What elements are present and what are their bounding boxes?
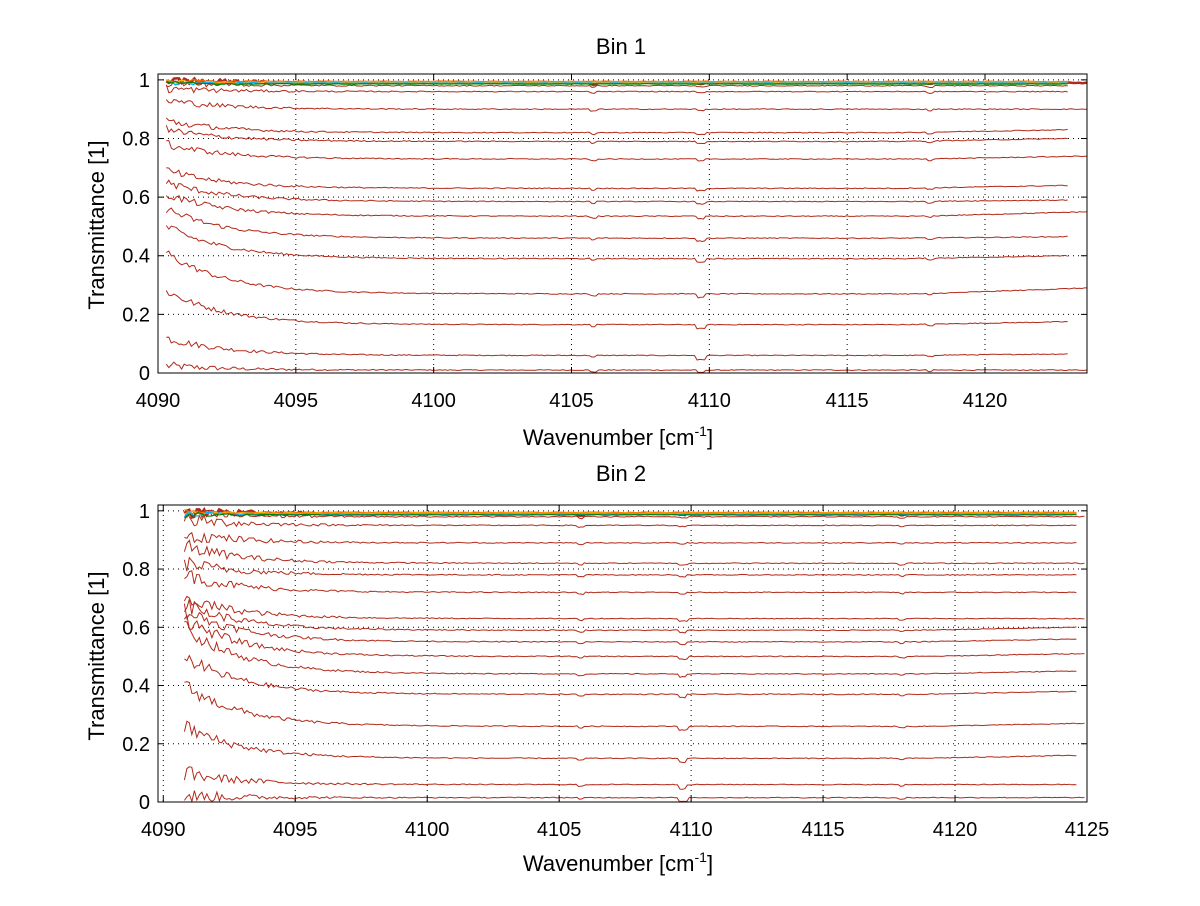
y-tick-label: 0.4: [122, 676, 150, 698]
series-line: [165, 195, 1088, 220]
series-line: [184, 654, 1077, 699]
series-line: [183, 599, 1077, 634]
x-tick-label: 4110: [670, 819, 713, 841]
series-line: [183, 766, 1077, 790]
y-tick-label: 0: [139, 792, 150, 814]
x-axis-label-superscript: -1: [695, 849, 708, 865]
series-line: [184, 681, 1085, 731]
x-tick-label: 4090: [136, 390, 181, 412]
x-tick-label: 4090: [141, 819, 186, 841]
x-axis-label-end: ]: [707, 425, 713, 450]
plot-title: Bin 2: [596, 461, 646, 486]
x-axis-label: Wavenumber [cm-1]: [523, 423, 713, 450]
x-axis-label-main: Wavenumber [cm: [523, 851, 695, 876]
x-tick-label: 4100: [411, 390, 456, 412]
x-axis-label-superscript: -1: [695, 423, 708, 439]
series-line: [166, 250, 1087, 299]
series-line: [183, 508, 1085, 520]
x-tick-label: 4105: [549, 390, 594, 412]
series-line: [166, 139, 1087, 162]
series-line: [184, 510, 1077, 515]
series-line: [184, 621, 1077, 678]
x-axis-label-end: ]: [707, 851, 713, 876]
series-line: [184, 509, 1077, 515]
y-tick-label: 0.8: [122, 559, 150, 581]
subplot-bin-1: Bin 1 Transmittance [1] Wavenumber [cm-1…: [84, 34, 1088, 450]
series-line: [165, 125, 1068, 145]
x-tick-label: 4105: [537, 819, 582, 841]
x-tick-label: 4100: [405, 819, 450, 841]
series-line: [165, 207, 1068, 243]
series-line: [166, 80, 1068, 86]
x-axis-label-main: Wavenumber [cm: [523, 425, 695, 450]
series-line: [165, 290, 1068, 330]
y-axis-label: Transmittance [1]: [84, 571, 109, 740]
x-axis-label: Wavenumber [cm-1]: [523, 849, 713, 876]
series-line: [166, 167, 1068, 192]
x-tick-label: 4095: [273, 819, 318, 841]
y-tick-label: 0.2: [122, 304, 150, 326]
series-line: [183, 539, 1085, 566]
series-line: [184, 570, 1077, 596]
y-tick-label: 1: [139, 501, 150, 523]
y-tick-label: 1: [139, 70, 150, 92]
axes-frame: [157, 73, 1088, 374]
series-line: [183, 603, 1077, 646]
y-tick-label: 0.4: [122, 246, 150, 268]
series-line: [166, 336, 1068, 361]
y-tick-label: 0.8: [122, 128, 150, 150]
series-line: [184, 511, 1077, 519]
x-tick-label: 4095: [274, 390, 319, 412]
series-line: [183, 790, 1085, 804]
series-line: [166, 80, 1068, 86]
y-tick-label: 0: [139, 363, 150, 385]
x-tick-label: 4115: [826, 390, 869, 412]
axis-ticks: 4090 4095 4100 4105 4110 4115 4120 4125 0 0.2 0.4 0…: [122, 501, 1109, 841]
x-tick-label: 4120: [933, 819, 978, 841]
grid: [158, 74, 1087, 373]
y-tick-label: 0.6: [122, 187, 150, 209]
series-line: [165, 99, 1088, 112]
axis-ticks: 4090 4095 4100 4105 4110 4115 4120 0 0.2 0.4 0.6 0.…: [122, 70, 1087, 412]
series-line: [166, 80, 1068, 88]
series-line: [165, 179, 1068, 205]
series-line: [183, 614, 1085, 661]
plot-title: Bin 1: [596, 34, 646, 59]
series-line: [165, 117, 1068, 136]
series-line: [183, 720, 1077, 764]
series-lines: [183, 506, 1085, 804]
series-line: [184, 531, 1077, 546]
y-tick-label: 0.2: [122, 734, 150, 756]
subplot-bin-2: Bin 2 Transmittance [1] Wavenumber [cm-1…: [84, 461, 1109, 876]
y-tick-label: 0.6: [122, 617, 150, 639]
x-tick-label: 4120: [963, 390, 1008, 412]
x-tick-label: 4110: [688, 390, 731, 412]
series-line: [183, 556, 1077, 578]
series-line: [183, 511, 1077, 528]
x-tick-label: 4125: [1065, 819, 1110, 841]
x-tick-label: 4115: [802, 819, 845, 841]
series-lines: [165, 76, 1088, 373]
series-line: [183, 595, 1085, 622]
series-line: [165, 225, 1068, 263]
series-line: [165, 361, 1088, 373]
y-axis-label: Transmittance [1]: [84, 140, 109, 309]
axes-frame: [157, 504, 1088, 803]
series-line: [165, 84, 1068, 95]
